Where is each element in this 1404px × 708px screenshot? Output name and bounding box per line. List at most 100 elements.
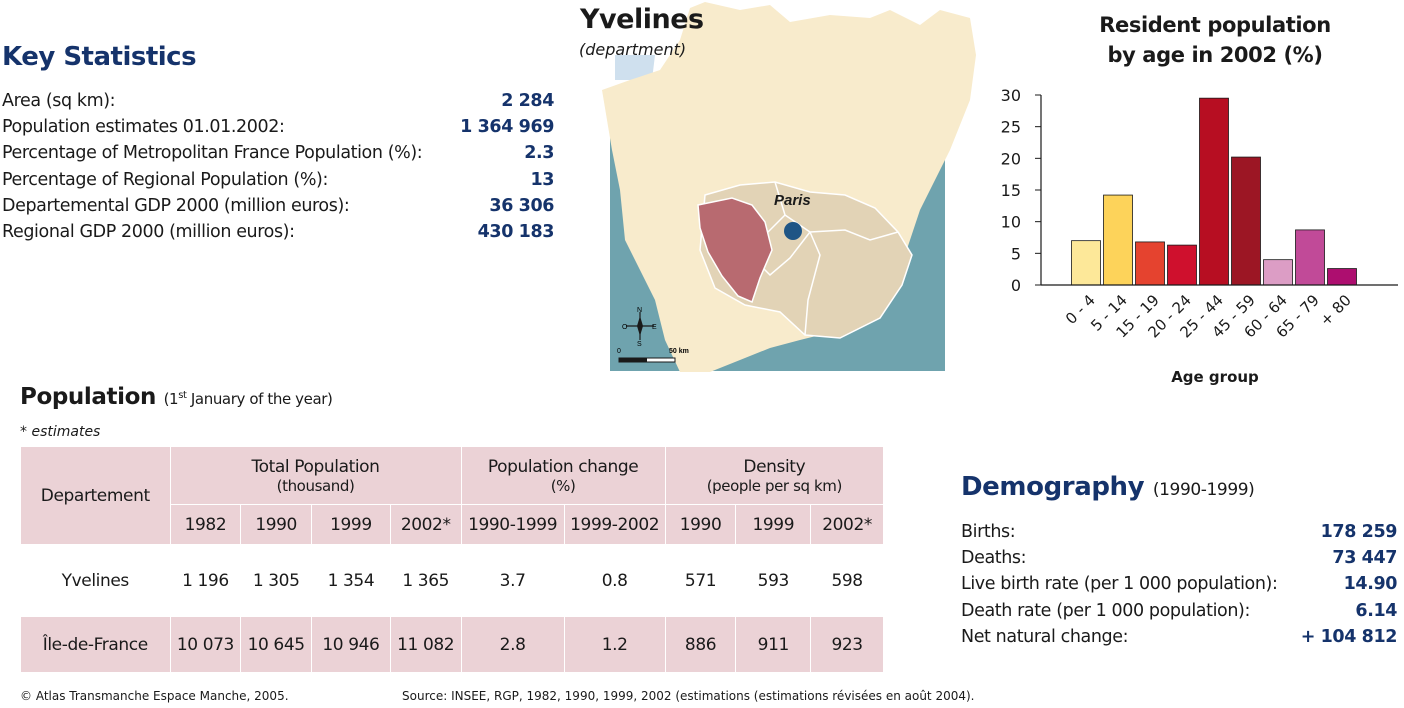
paris-label: Paris	[774, 192, 811, 209]
chart-title-line: Resident population	[1099, 13, 1331, 37]
table-cell: 923	[810, 616, 884, 673]
demography-subtitle: (1990-1999)	[1152, 480, 1255, 500]
map-title: Yvelines	[580, 4, 704, 35]
demography-row: Deaths: 73 447	[961, 545, 1397, 571]
map-sea-top	[615, 55, 655, 80]
table-cell: 593	[735, 544, 812, 617]
table-row: Île-de-France 10 073 10 645 10 946 11 08…	[20, 616, 884, 673]
table-cell: 2.8	[460, 616, 565, 673]
bar-2	[1103, 194, 1133, 286]
stat-label: Population estimates 01.01.2002:	[2, 117, 285, 138]
compass-n: N	[637, 307, 642, 314]
header-departement: Departement	[20, 446, 171, 545]
compass-o: O	[622, 324, 628, 331]
key-statistics-title: Key Statistics	[2, 42, 197, 72]
table-cell: 1.2	[563, 616, 666, 673]
stat-row: Percentage of Metropolitan France Popula…	[2, 140, 554, 166]
demography-label: Live birth rate (per 1 000 population):	[961, 574, 1278, 595]
scale-end: 50 km	[669, 348, 689, 355]
demography-row: Births: 178 259	[961, 519, 1397, 545]
stat-label: Percentage of Metropolitan France Popula…	[2, 143, 423, 164]
table-cell: 598	[810, 544, 884, 617]
stat-value: 2.3	[524, 143, 554, 164]
stat-row: Population estimates 01.01.2002: 1 364 96…	[2, 114, 554, 140]
table-cell: 571	[664, 544, 737, 617]
demography-label: Death rate (per 1 000 population):	[961, 600, 1250, 621]
table-cell: 10 645	[240, 616, 313, 673]
demography-value: 73 447	[1332, 548, 1397, 569]
population-title: Population (1st January of the year)	[20, 384, 333, 410]
header-year: 2002*	[810, 504, 884, 545]
stat-value: 1 364 969	[460, 117, 554, 138]
compass-icon: N S E O	[622, 307, 657, 348]
table-cell: 1 365	[389, 544, 462, 617]
table-cell: 1 196	[169, 544, 242, 617]
stat-value: 36 306	[489, 195, 554, 216]
stat-value: 13	[530, 169, 554, 190]
table-cell: 1 354	[311, 544, 391, 617]
bar-5	[1199, 97, 1229, 286]
population-subtitle: (1st January of the year)	[163, 390, 333, 408]
paris-dot	[784, 222, 802, 240]
demography-title-text: Demography	[961, 472, 1145, 502]
demography-row: Death rate (per 1 000 population): 6.14	[961, 598, 1397, 624]
stat-value: 430 183	[477, 221, 555, 242]
bar-4	[1167, 244, 1197, 286]
stat-label: Departemental GDP 2000 (million euros):	[2, 195, 350, 216]
table-cell: 886	[664, 616, 737, 673]
table-cell: 1 305	[240, 544, 313, 617]
stat-row: Regional GDP 2000 (million euros): 430 18…	[2, 219, 554, 245]
y-tick-label: 10	[1001, 213, 1021, 232]
chart-title-line: by age in 2002 (%)	[1107, 43, 1323, 67]
bar-9	[1327, 268, 1357, 286]
stat-label: Regional GDP 2000 (million euros):	[2, 221, 295, 242]
table-row: Yvelines 1 196 1 305 1 354 1 365 3.7 0.8…	[20, 544, 884, 617]
key-statistics-list: Area (sq km): 2 284 Population estimates …	[2, 88, 554, 245]
header-year: 1990	[664, 504, 737, 545]
x-axis-label: Age group	[1171, 368, 1259, 386]
row-departement: Île-de-France	[20, 616, 171, 673]
header-population-change: Population change (%)	[460, 446, 666, 505]
table-cell: 10 073	[169, 616, 242, 673]
stat-row: Departemental GDP 2000 (million euros): 3…	[2, 193, 554, 219]
y-tick-label: 30	[1001, 86, 1021, 105]
header-density: Density (people per sq km)	[664, 446, 885, 505]
stat-row: Percentage of Regional Population (%): 13	[2, 167, 554, 193]
department-map: Paris N S E O 0 50 km	[602, 2, 976, 372]
y-tick-label: 5	[1011, 244, 1021, 263]
y-tick-label: 15	[1001, 181, 1021, 200]
map-department-yvelines	[697, 197, 773, 304]
stat-row: Area (sq km): 2 284	[2, 88, 554, 114]
demography-value: 178 259	[1320, 522, 1398, 542]
header-year: 1990	[240, 504, 313, 545]
y-tick-label: 0	[1011, 276, 1021, 295]
table-cell: 11 082	[389, 616, 462, 673]
compass-e: E	[652, 324, 657, 331]
population-title-text: Population	[20, 384, 156, 410]
demography-title: Demography (1990-1999)	[961, 472, 1255, 502]
table-cell: 10 946	[311, 616, 391, 673]
bar-7	[1263, 259, 1293, 286]
scale-start: 0	[617, 348, 621, 355]
demography-row: Net natural change: + 104 812	[961, 624, 1397, 650]
header-period: 1990-1999	[460, 504, 565, 545]
demography-label: Net natural change:	[961, 626, 1129, 647]
bar-6	[1231, 156, 1261, 286]
bar-1	[1071, 240, 1101, 286]
row-departement: Yvelines	[20, 544, 171, 617]
compass-s: S	[637, 341, 642, 348]
header-year: 1999	[735, 504, 812, 545]
stat-value: 2 284	[501, 91, 554, 111]
y-tick-label: 20	[1001, 149, 1021, 168]
population-table: Departement Total Population (thousand) …	[20, 446, 885, 673]
estimates-note: * estimates	[20, 424, 101, 440]
stat-label: Area (sq km):	[2, 91, 116, 111]
demography-label: Deaths:	[961, 548, 1027, 569]
map-subtitle: (department)	[579, 40, 687, 59]
demography-value: 6.14	[1355, 600, 1397, 621]
bar-3	[1135, 241, 1165, 286]
demography-row: Live birth rate (per 1 000 population): 1…	[961, 571, 1397, 597]
demography-label: Births:	[961, 522, 1016, 542]
y-tick-label: 25	[1001, 118, 1021, 137]
table-cell: 3.7	[460, 544, 565, 617]
